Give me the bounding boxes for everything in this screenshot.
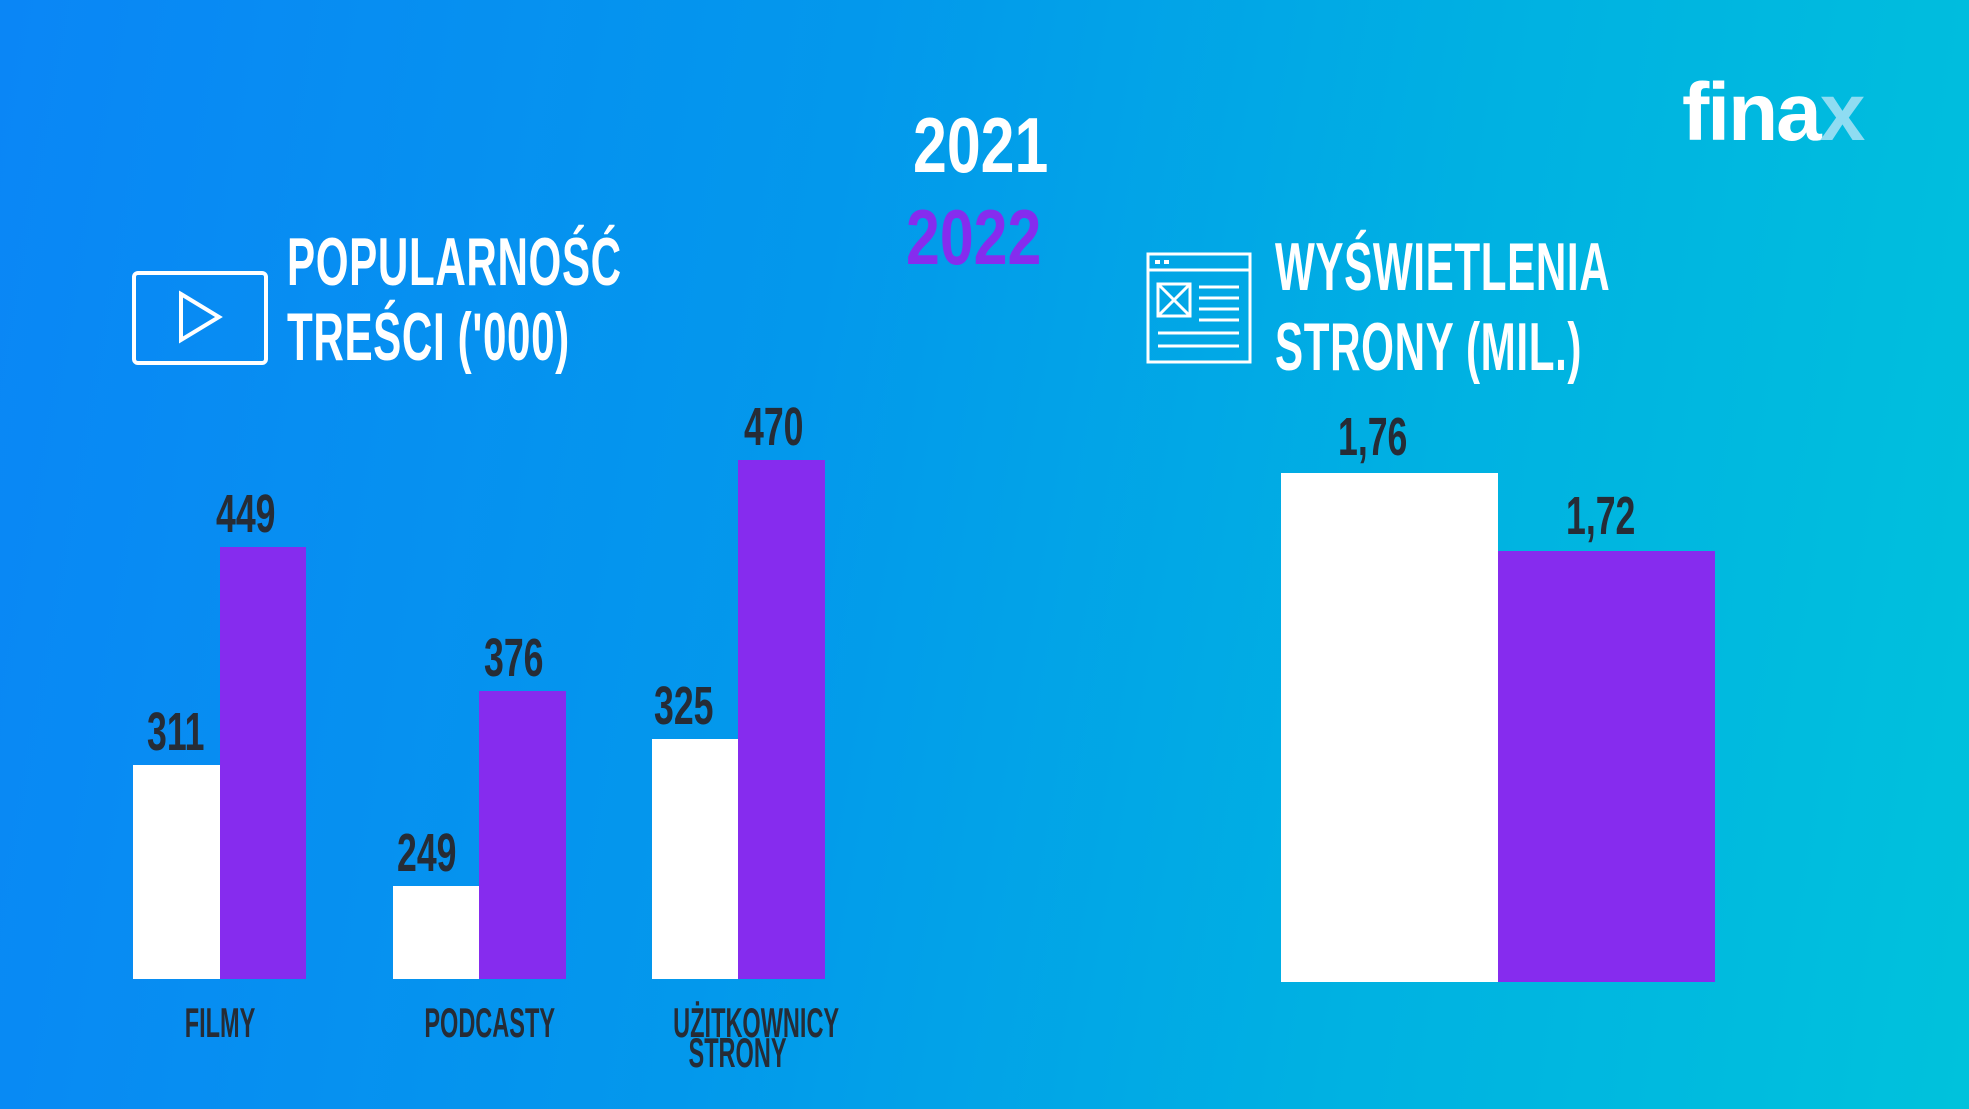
category-label-filmy: FILMY	[184, 999, 255, 1046]
left-chart-title-line1: POPULARNOŚĆ	[287, 224, 622, 300]
legend-2021-label: 2021	[913, 101, 1049, 189]
bar-filmy-2022	[220, 547, 306, 979]
video-play-icon	[132, 271, 268, 365]
value-pageviews-2022-wrap: 1,72	[1566, 489, 1671, 543]
logo-text: fina	[1682, 67, 1822, 158]
left-title-line1-wrap: POPULARNOŚĆ	[287, 228, 827, 296]
legend-2022: 2022	[906, 198, 1080, 276]
finax-logo: finax	[1682, 72, 1865, 154]
value-uzytkownicy-2022: 470	[744, 397, 804, 457]
value-uzytkownicy-2021-wrap: 325	[654, 679, 744, 733]
value-podcasty-2022: 376	[484, 628, 544, 688]
category-label-podcasty: PODCASTY	[424, 999, 556, 1046]
value-uzytkownicy-2021: 325	[654, 676, 714, 736]
logo-accent: x	[1819, 67, 1866, 158]
value-podcasty-2021-wrap: 249	[397, 826, 487, 880]
value-pageviews-2021: 1,76	[1338, 407, 1408, 467]
legend-2021: 2021	[913, 106, 1087, 184]
left-title-line2-wrap: TREŚCI ('000)	[287, 303, 743, 371]
bar-pageviews-2022	[1498, 551, 1715, 982]
left-chart-title-line2: TREŚCI ('000)	[287, 299, 570, 375]
value-filmy-2021: 311	[147, 702, 205, 762]
value-filmy-2021-wrap: 311	[147, 705, 234, 759]
value-pageviews-2021-wrap: 1,76	[1338, 410, 1443, 464]
value-podcasty-2022-wrap: 376	[484, 631, 574, 685]
bar-uzytkownicy-2022	[738, 460, 825, 979]
category-podcasty: PODCASTY	[373, 999, 586, 1046]
legend-2022-label: 2022	[906, 193, 1042, 281]
category-label-uzytkownicy-line2: STRONY	[688, 1029, 787, 1076]
value-filmy-2022: 449	[216, 484, 276, 544]
category-label-uzytkownicy-line1: UŻITKOWNICY	[673, 999, 840, 1046]
bar-podcasty-2021	[393, 886, 479, 979]
value-uzytkownicy-2022-wrap: 470	[744, 400, 834, 454]
bar-filmy-2021	[133, 765, 220, 979]
value-podcasty-2021: 249	[397, 823, 457, 883]
value-filmy-2022-wrap: 449	[216, 487, 306, 541]
bar-uzytkownicy-2021	[652, 739, 738, 979]
category-filmy: FILMY	[133, 999, 306, 1046]
right-title-line2-wrap: STRONY (MIL.)	[1275, 313, 1770, 381]
bar-podcasty-2022	[479, 691, 566, 979]
right-chart-title-line1: WYŚWIETLENIA	[1275, 229, 1611, 305]
value-pageviews-2022: 1,72	[1566, 486, 1636, 546]
bar-pageviews-2021	[1281, 473, 1498, 982]
webpage-layout-icon	[1146, 252, 1252, 364]
right-title-line1-wrap: WYŚWIETLENIA	[1275, 233, 1816, 301]
right-chart-title-line2: STRONY (MIL.)	[1275, 309, 1583, 385]
category-uzytkownicy: UŻITKOWNICY STRONY	[608, 999, 868, 1076]
